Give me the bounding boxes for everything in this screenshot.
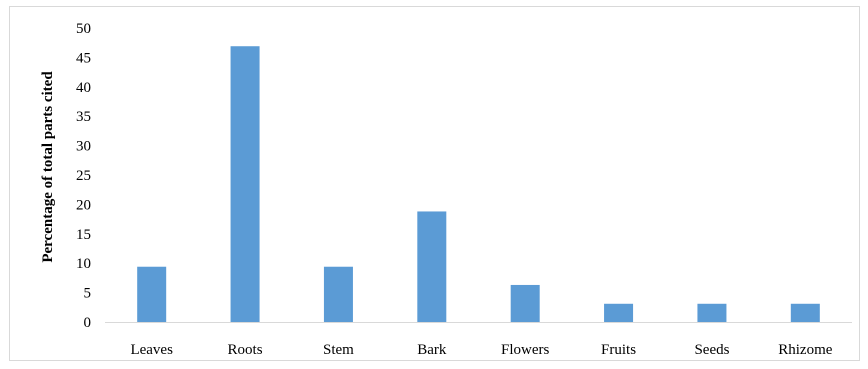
bar-leaves xyxy=(137,266,167,322)
x-tick-label-bark: Bark xyxy=(417,342,447,358)
bars xyxy=(137,46,820,323)
y-tick-label: 50 xyxy=(76,21,91,37)
bar-stem xyxy=(323,266,353,322)
y-tick-label: 0 xyxy=(84,315,92,331)
y-tick-label: 40 xyxy=(76,80,91,96)
x-tick-label-flowers: Flowers xyxy=(501,342,549,358)
x-tick-label-leaves: Leaves xyxy=(130,342,173,358)
x-tick-label-roots: Roots xyxy=(228,342,263,358)
bar-rhizome xyxy=(790,303,820,322)
bar-seeds xyxy=(697,303,727,322)
bar-roots xyxy=(230,46,260,323)
bar-flowers xyxy=(510,284,540,322)
x-axis-labels: Leaves Roots Stem Bark Flowers Fruits Seeds Rhi… xyxy=(130,342,832,358)
y-axis-title: Percentage of total parts cited xyxy=(40,71,56,263)
bar-fruits xyxy=(604,303,634,322)
y-tick-label: 10 xyxy=(76,256,91,272)
bar-bark xyxy=(417,211,447,322)
x-tick-label-stem: Stem xyxy=(323,342,354,358)
y-axis-ticks: 0 5 10 15 20 25 30 35 40 45 50 xyxy=(76,21,91,331)
y-tick-label: 25 xyxy=(76,168,91,184)
y-tick-label: 30 xyxy=(76,139,91,155)
y-tick-label: 45 xyxy=(76,50,91,66)
y-tick-label: 15 xyxy=(76,227,91,243)
y-tick-label: 5 xyxy=(84,286,92,302)
y-tick-label: 35 xyxy=(76,109,91,125)
x-tick-label-fruits: Fruits xyxy=(601,342,636,358)
x-tick-label-rhizome: Rhizome xyxy=(778,342,832,358)
y-tick-label: 20 xyxy=(76,197,91,213)
x-tick-label-seeds: Seeds xyxy=(694,342,729,358)
